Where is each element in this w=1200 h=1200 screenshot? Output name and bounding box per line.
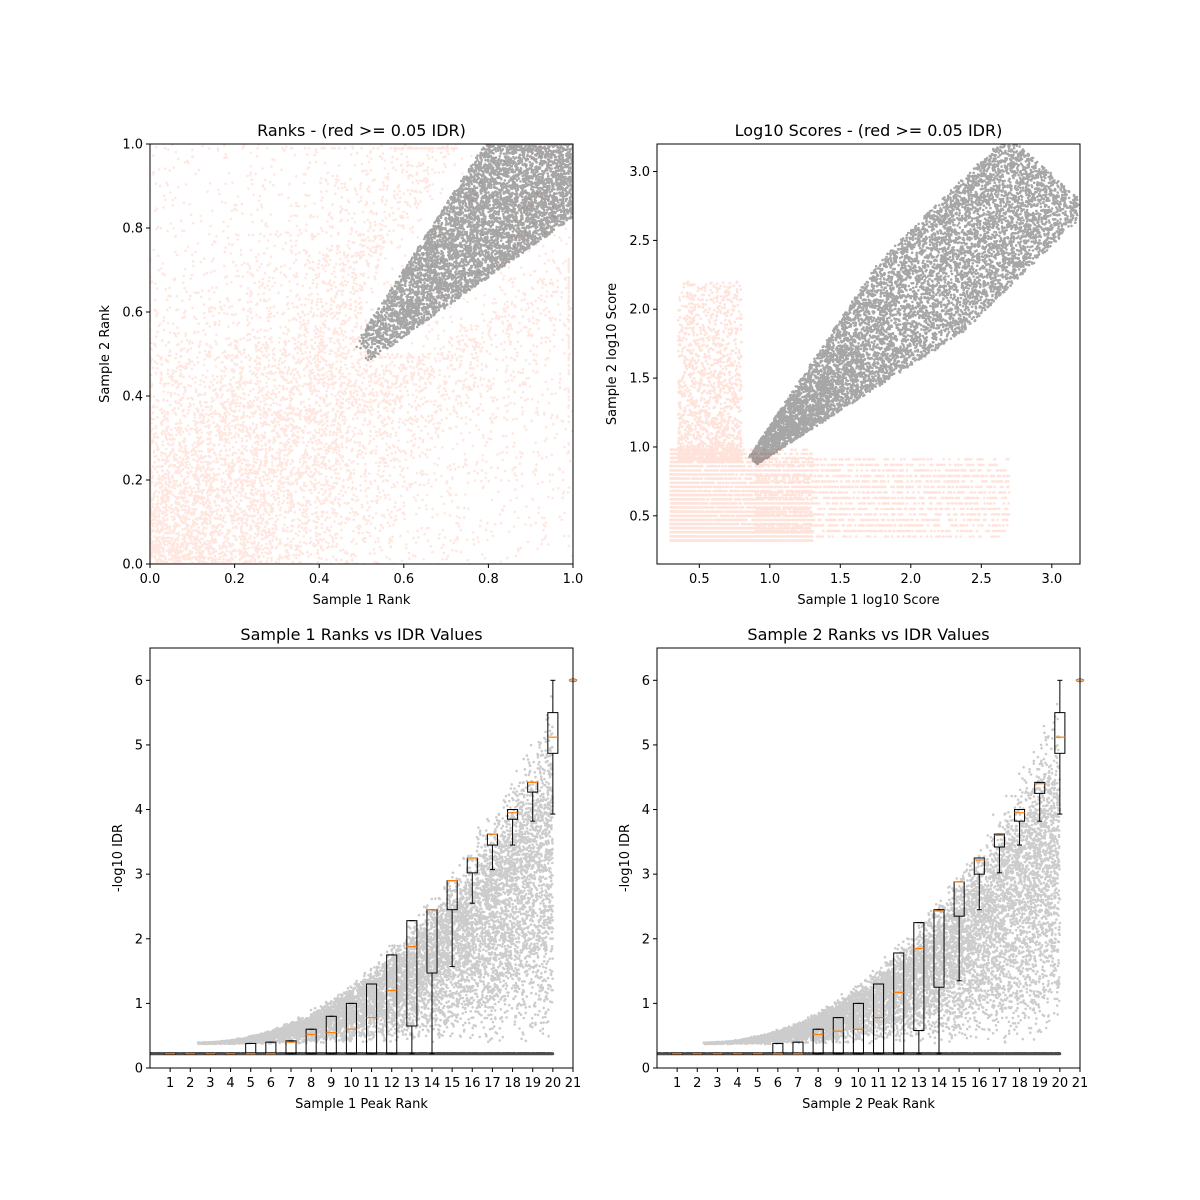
ranks-title: Ranks - (red >= 0.05 IDR) [257,121,466,140]
sample2-idr-xlabel: Sample 2 Peak Rank [802,1097,935,1112]
log10-ytick-label: 2.0 [629,303,650,318]
sample1-idr-xtick-label: 14 [424,1076,441,1091]
sample1-idr-ytick-label: 0 [135,1062,143,1077]
sample2-idr-xtick-label: 2 [693,1076,701,1091]
sample2-idr-xtick-label: 16 [971,1076,988,1091]
sample1-idr-ytick-label: 3 [135,868,143,883]
sample2-idr-xtick-label: 18 [1011,1076,1028,1091]
sample1-idr-xtick-label: 5 [247,1076,255,1091]
log10-xtick-label: 0.5 [689,572,710,587]
log10-xlabel: Sample 1 log10 Score [797,593,939,608]
sample1-idr-xtick-label: 9 [327,1076,335,1091]
sample1-idr-xtick-label: 6 [267,1076,275,1091]
sample1-idr-xtick-label: 18 [504,1076,521,1091]
ranks-ytick-label: 0.6 [122,306,143,321]
sample1-idr-xtick-label: 15 [444,1076,461,1091]
sample2-idr-xtick-label: 6 [774,1076,782,1091]
sample1-idr-ytick-label: 6 [135,674,143,689]
sample2-idr-xtick-label: 9 [834,1076,842,1091]
log10-ytick-label: 1.0 [629,440,650,455]
sample2-idr-ytick-label: 3 [642,868,650,883]
sample1-idr-ytick-label: 5 [135,738,143,753]
ranks-ytick-label: 0.0 [122,558,143,573]
sample2-idr-xtick-label: 5 [754,1076,762,1091]
sample2-idr-xtick-label: 7 [794,1076,802,1091]
sample1-idr-ytick-label: 2 [135,932,143,947]
sample2-idr-xtick-label: 11 [870,1076,887,1091]
ranks-ytick-label: 0.2 [122,474,143,489]
sample1-idr-xtick-label: 13 [404,1076,421,1091]
sample2-idr-title: Sample 2 Ranks vs IDR Values [747,625,989,644]
sample1-idr-title: Sample 1 Ranks vs IDR Values [240,625,482,644]
log10-xtick-label: 1.0 [759,572,780,587]
sample2-idr-ytick-label: 4 [642,803,650,818]
log10-ytick-label: 2.5 [629,234,650,249]
sample2-idr-xtick-label: 1 [673,1076,681,1091]
sample1-idr-xtick-label: 11 [363,1076,380,1091]
sample1-idr-xtick-label: 8 [307,1076,315,1091]
sample2-idr-xtick-label: 21 [1072,1076,1089,1091]
log10-ytick-label: 3.0 [629,165,650,180]
sample1-idr-xtick-label: 7 [287,1076,295,1091]
sample2-idr-ytick-label: 6 [642,674,650,689]
sample2-idr-ylabel: -log10 IDR [618,824,633,892]
log10-xtick-label: 2.5 [971,572,992,587]
sample1-idr-xtick-label: 12 [383,1076,400,1091]
sample1-idr-xtick-label: 3 [206,1076,214,1091]
ranks-xtick-label: 0.0 [140,572,161,587]
sample2-idr-ytick-label: 5 [642,738,650,753]
sample2-idr-xtick-label: 3 [713,1076,721,1091]
ranks-xtick-label: 0.6 [393,572,414,587]
sample2-idr-xtick-label: 19 [1031,1076,1048,1091]
sample2-idr-ytick-label: 0 [642,1062,650,1077]
sample2-idr-ytick-label: 2 [642,932,650,947]
sample2-idr-xtick-label: 13 [911,1076,928,1091]
sample1-idr-ytick-label: 4 [135,803,143,818]
sample1-idr-xtick-label: 2 [186,1076,194,1091]
sample1-idr-ylabel: -log10 IDR [111,824,126,892]
sample2-idr-ytick-label: 1 [642,997,650,1012]
sample1-idr-xtick-label: 17 [484,1076,501,1091]
ranks-xtick-label: 0.4 [309,572,330,587]
sample1-idr-ytick-label: 1 [135,997,143,1012]
log10-xtick-label: 2.0 [900,572,921,587]
log10-ytick-label: 1.5 [629,372,650,387]
sample2-idr-xtick-label: 20 [1052,1076,1069,1091]
sample1-idr-xtick-label: 20 [545,1076,562,1091]
sample1-idr-xtick-label: 16 [464,1076,481,1091]
ranks-ylabel: Sample 2 Rank [98,305,113,403]
sample2-idr-xtick-label: 8 [814,1076,822,1091]
sample1-idr-xtick-label: 19 [524,1076,541,1091]
log10-xtick-label: 3.0 [1041,572,1062,587]
ranks-ytick-label: 0.8 [122,222,143,237]
sample2-idr-xtick-label: 17 [991,1076,1008,1091]
log10-xtick-label: 1.5 [830,572,851,587]
sample2-idr-xtick-label: 15 [951,1076,968,1091]
ranks-xtick-label: 0.2 [224,572,245,587]
sample2-idr-xtick-label: 14 [931,1076,948,1091]
log10-ytick-label: 0.5 [629,509,650,524]
ranks-xlabel: Sample 1 Rank [313,593,411,608]
log10-ylabel: Sample 2 log10 Score [605,283,620,425]
sample2-idr-xtick-label: 10 [850,1076,867,1091]
sample1-idr-xtick-label: 21 [565,1076,582,1091]
ranks-ytick-label: 1.0 [122,138,143,153]
sample1-idr-xlabel: Sample 1 Peak Rank [295,1097,428,1112]
sample1-idr-xtick-label: 1 [166,1076,174,1091]
sample2-idr-xtick-label: 4 [733,1076,741,1091]
sample1-idr-xtick-label: 4 [226,1076,234,1091]
ranks-xtick-label: 0.8 [478,572,499,587]
sample2-idr-xtick-label: 12 [890,1076,907,1091]
log10-title: Log10 Scores - (red >= 0.05 IDR) [735,121,1003,140]
sample1-idr-xtick-label: 10 [343,1076,360,1091]
ranks-xtick-label: 1.0 [563,572,584,587]
ranks-ytick-label: 0.4 [122,390,143,405]
